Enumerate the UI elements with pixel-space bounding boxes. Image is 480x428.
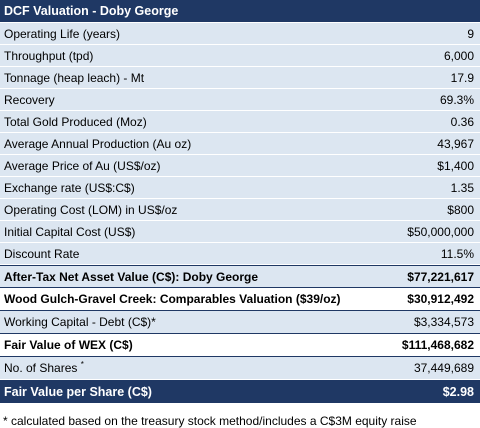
row-label: Total Gold Produced (Moz) <box>4 114 147 129</box>
comparables-label: Wood Gulch-Gravel Creek: Comparables Val… <box>4 292 341 306</box>
table-row: Operating Cost (LOM) in US$/oz $800 <box>0 199 480 221</box>
working-capital-label: Working Capital - Debt (C$)* <box>4 315 156 329</box>
shares-row: No. of Shares * 37,449,689 <box>0 357 480 380</box>
table-row: Initial Capital Cost (US$) $50,000,000 <box>0 221 480 243</box>
table-row: Discount Rate 11.5% <box>0 243 480 265</box>
row-label: Recovery <box>4 92 55 107</box>
after-tax-nav-value: $77,221,617 <box>407 269 474 284</box>
table-row: Tonnage (heap leach) - Mt 17.9 <box>0 67 480 89</box>
comparables-value: $30,912,492 <box>407 292 474 306</box>
fair-value-per-share-row: Fair Value per Share (C$) $2.98 <box>0 380 480 403</box>
table-title: DCF Valuation - Doby George <box>4 4 179 18</box>
fair-value-wex-row: Fair Value of WEX (C$) $111,468,682 <box>0 334 480 357</box>
row-label: Tonnage (heap leach) - Mt <box>4 70 145 85</box>
row-value: 69.3% <box>439 92 474 107</box>
table-row: Exchange rate (US$:C$) 1.35 <box>0 177 480 199</box>
comparables-row: Wood Gulch-Gravel Creek: Comparables Val… <box>0 288 480 311</box>
row-value: 9 <box>467 26 474 41</box>
working-capital-value: $3,334,573 <box>413 315 474 329</box>
row-label: Operating Cost (LOM) in US$/oz <box>4 202 178 217</box>
row-label: Exchange rate (US$:C$) <box>4 180 135 195</box>
shares-label: No. of Shares <box>4 361 78 375</box>
after-tax-nav-label: After-Tax Net Asset Value (C$): Doby Geo… <box>4 269 259 284</box>
table-row: Operating Life (years) 9 <box>0 23 480 45</box>
row-value: $800 <box>447 202 474 217</box>
table-row: Average Annual Production (Au oz) 43,967 <box>0 133 480 155</box>
table-row: Recovery 69.3% <box>0 89 480 111</box>
row-value: 1.35 <box>450 180 474 195</box>
working-capital-row: Working Capital - Debt (C$)* $3,334,573 <box>0 311 480 334</box>
table-title-row: DCF Valuation - Doby George <box>0 0 480 23</box>
row-label: Discount Rate <box>4 246 80 261</box>
shares-footnote-marker: * <box>80 360 84 369</box>
row-value: 6,000 <box>443 48 474 63</box>
shares-label-cell: No. of Shares * <box>4 360 84 376</box>
row-label: Operating Life (years) <box>4 26 121 41</box>
after-tax-nav-row: After-Tax Net Asset Value (C$): Doby Geo… <box>0 265 480 288</box>
table-row: Total Gold Produced (Moz) 0.36 <box>0 111 480 133</box>
row-value: 43,967 <box>437 136 474 151</box>
row-value: 17.9 <box>450 70 474 85</box>
dcf-valuation-table: DCF Valuation - Doby George Operating Li… <box>0 0 480 403</box>
row-label: Initial Capital Cost (US$) <box>4 224 136 239</box>
fair-value-wex-label: Fair Value of WEX (C$) <box>4 338 133 352</box>
row-value: 0.36 <box>450 114 474 129</box>
fair-value-wex-value: $111,468,682 <box>401 338 474 352</box>
row-value: $1,400 <box>437 158 474 173</box>
fair-value-per-share-value: $2.98 <box>442 384 474 399</box>
row-value: 11.5% <box>440 246 474 261</box>
footnote: * calculated based on the treasury stock… <box>3 414 417 428</box>
row-label: Average Price of Au (US$/oz) <box>4 158 161 173</box>
row-label: Average Annual Production (Au oz) <box>4 136 192 151</box>
row-label: Throughput (tpd) <box>4 48 94 63</box>
row-value: $50,000,000 <box>407 224 474 239</box>
fair-value-per-share-label: Fair Value per Share (C$) <box>4 384 152 399</box>
shares-value: 37,449,689 <box>413 361 474 375</box>
table-row: Throughput (tpd) 6,000 <box>0 45 480 67</box>
table-row: Average Price of Au (US$/oz) $1,400 <box>0 155 480 177</box>
